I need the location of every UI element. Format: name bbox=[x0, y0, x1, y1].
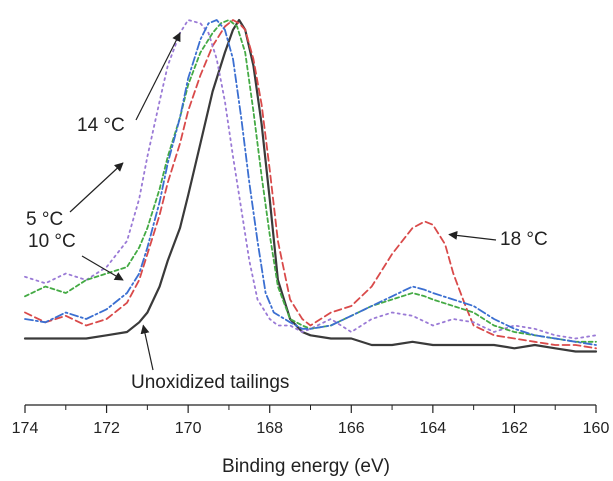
series-line-2 bbox=[24, 19, 597, 340]
x-tick-label-6: 162 bbox=[501, 420, 528, 437]
x-tick-label-4: 166 bbox=[338, 420, 365, 437]
x-tick-label-5: 164 bbox=[420, 420, 447, 437]
x-axis: 174 172 170 168 166 164 162 160 Binding energy … bbox=[12, 404, 610, 477]
x-ticks bbox=[24, 405, 597, 413]
annotation-arrow-2 bbox=[81, 255, 124, 281]
x-tick-label-3: 168 bbox=[256, 420, 283, 437]
series-line-4 bbox=[24, 19, 597, 346]
annotation-label-5c: 5 °C bbox=[26, 209, 63, 230]
x-tick-label-0: 174 bbox=[12, 420, 39, 437]
plot-series bbox=[23, 18, 598, 353]
x-tick-label-1: 172 bbox=[93, 420, 120, 437]
annotation-label-18c: 18 °C bbox=[500, 229, 548, 250]
annotation-label-10c: 10 °C bbox=[28, 231, 76, 252]
annotation-arrow-0 bbox=[135, 32, 181, 121]
annotation-arrow-3 bbox=[448, 230, 497, 241]
series-line-3 bbox=[24, 19, 597, 343]
annotation-arrow-4 bbox=[140, 324, 154, 371]
annotations: 14 °C 5 °C 10 °C 18 °C Unoxidized tailin… bbox=[26, 32, 548, 393]
annotation-arrow-1 bbox=[69, 162, 124, 213]
x-tick-label-2: 170 bbox=[175, 420, 202, 437]
x-tick-label-7: 160 bbox=[583, 420, 610, 437]
annotation-arrows bbox=[69, 32, 497, 371]
annotation-label-14c: 14 °C bbox=[77, 115, 125, 136]
series-line-1 bbox=[24, 19, 597, 350]
annotation-label-unoxidized: Unoxidized tailings bbox=[131, 372, 289, 393]
series-line-0 bbox=[23, 18, 598, 353]
x-tick-labels: 174 172 170 168 166 164 162 160 bbox=[12, 420, 610, 437]
x-minor-ticks bbox=[65, 405, 556, 410]
x-axis-title: Binding energy (eV) bbox=[222, 456, 390, 477]
